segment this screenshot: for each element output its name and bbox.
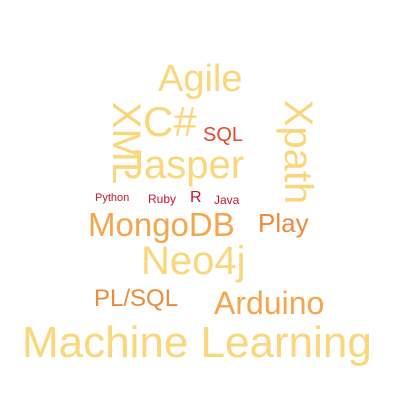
word-jasper: Jasper (124, 143, 245, 187)
word-machine-learning: Machine Learning (22, 318, 372, 367)
word-python: Python (95, 192, 130, 204)
word-plsql: PL/SQL (94, 285, 179, 312)
word-r: R (190, 189, 202, 206)
word-ruby: Ruby (148, 192, 177, 206)
word-csharp: C# (143, 98, 197, 145)
word-arduino: Arduino (214, 285, 325, 321)
word-java: Java (214, 193, 240, 207)
word-xpath: Xpath (276, 99, 320, 205)
word-agile: Agile (158, 58, 243, 100)
word-play: Play (258, 208, 309, 238)
word-sql: SQL (203, 124, 244, 146)
word-neo4j: Neo4j (141, 239, 246, 283)
word-mongodb: MongoDB (88, 206, 235, 243)
